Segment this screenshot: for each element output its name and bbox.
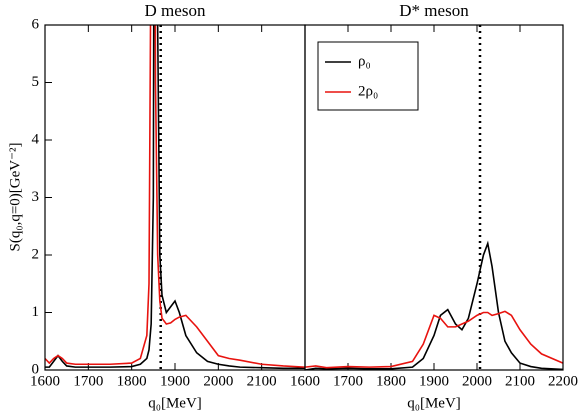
x-tick-label: 2100 [505,373,535,389]
series-line [305,240,563,370]
legend-label: ρ₀ [358,53,371,69]
y-tick-label: 5 [32,74,40,90]
x-tick-label: 1900 [160,373,190,389]
y-tick-label: 2 [32,246,40,262]
series-line [45,25,305,368]
y-tick-label: 6 [32,16,40,32]
frame [44,24,306,371]
x-tick-label: 2000 [462,373,492,389]
x-tick-label: 1800 [117,373,147,389]
x-tick-label: 1800 [376,373,406,389]
x-axis-label: q₀[MeV] [407,395,461,411]
y-axis-label: S(q₀,q=0)[GeV⁻²] [7,143,23,252]
series-line [45,25,305,370]
x-axis-label: q₀[MeV] [148,395,202,411]
panel-title: D meson [145,1,206,20]
x-tick-label: 1600 [30,373,60,389]
x-tick-label: 2200 [548,373,578,389]
x-tick-label: 2000 [203,373,233,389]
legend-label: 2ρ₀ [358,83,378,99]
legend-box [317,41,419,111]
panel-title: D* meson [399,1,469,20]
series-line [305,310,563,369]
y-tick-label: 1 [32,304,40,320]
plot-area [45,25,305,370]
y-tick-label: 0 [32,361,40,377]
x-tick-label: 1700 [333,373,363,389]
x-tick-label: 1900 [419,373,449,389]
y-tick-label: 4 [32,131,40,147]
x-tick-label: 1700 [73,373,103,389]
plot-area [305,25,563,370]
y-tick-label: 3 [32,189,40,205]
frame [304,24,564,371]
x-tick-label: 2100 [247,373,277,389]
x-tick-label: 1600 [290,373,320,389]
